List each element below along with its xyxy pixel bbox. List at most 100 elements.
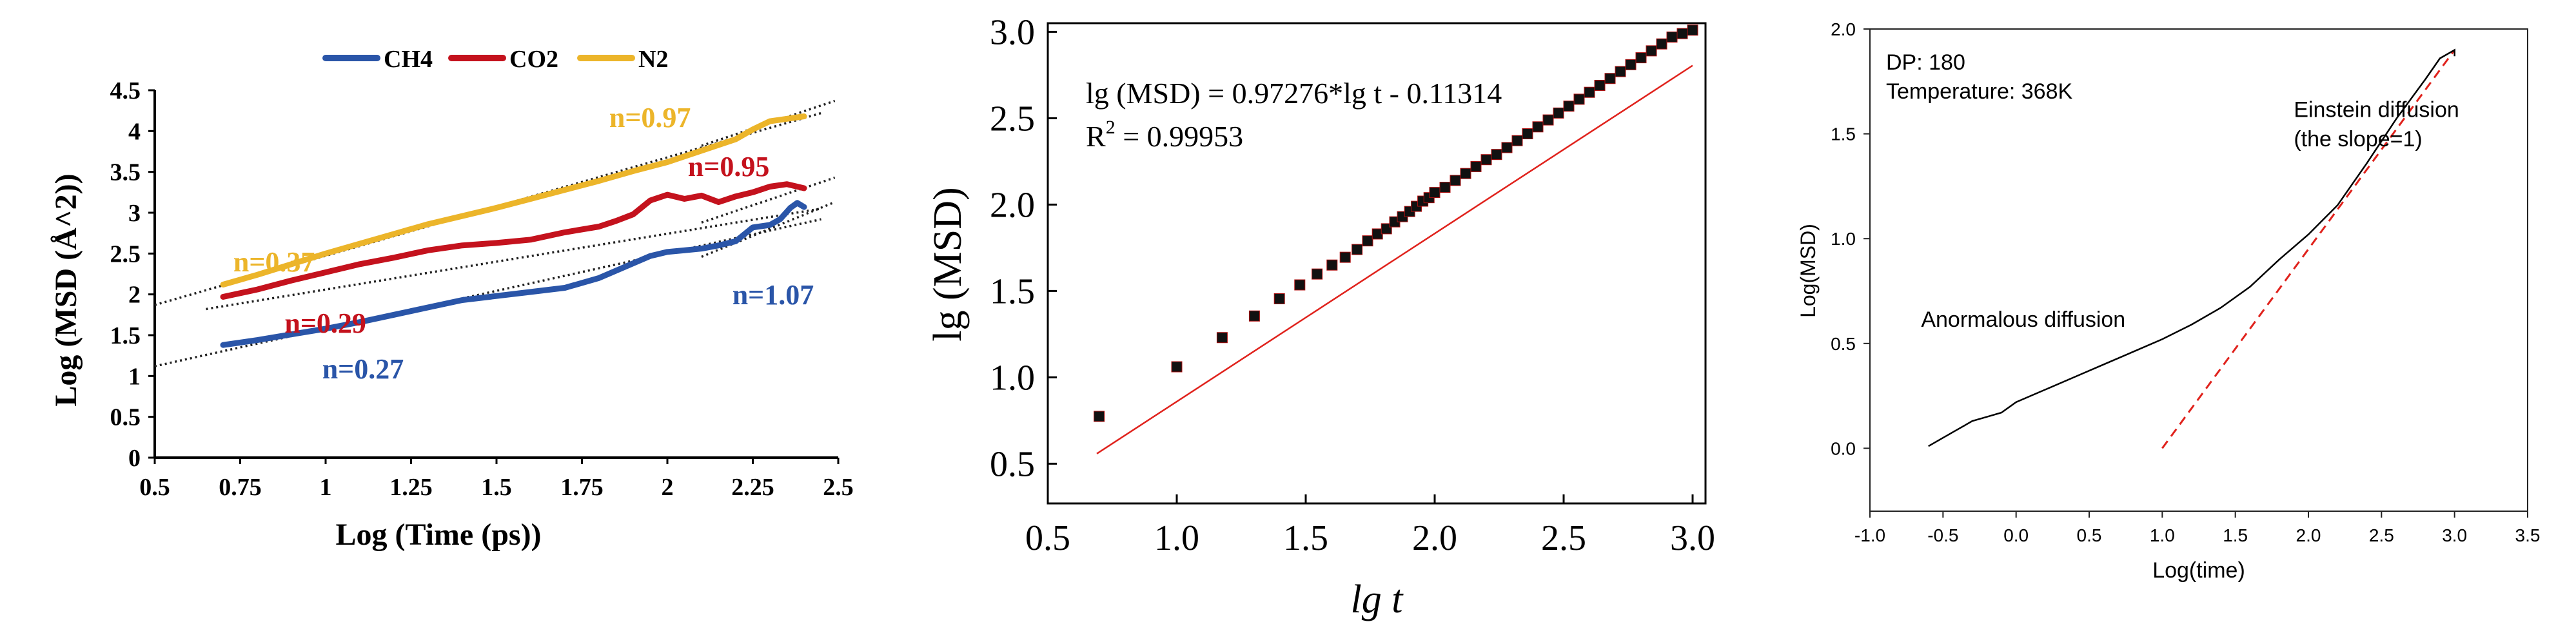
series-line-co2 xyxy=(220,181,807,300)
fit-line xyxy=(701,200,836,258)
legend: CH4 CO2 N2 xyxy=(322,46,668,73)
y-tick-label: 2 xyxy=(128,282,141,309)
data-point xyxy=(1326,259,1338,271)
series-line-ch4 xyxy=(220,200,807,348)
y-tick-label: 3 xyxy=(128,200,141,227)
data-point xyxy=(1656,38,1667,50)
x-tick-label: 1.0 xyxy=(2150,525,2175,545)
x-tick-label: 0.0 xyxy=(2003,525,2029,545)
data-point xyxy=(1273,293,1285,304)
y-tick-label: 1.5 xyxy=(990,271,1035,311)
data-point xyxy=(1522,128,1533,140)
y-tick-label: 1.5 xyxy=(110,322,141,349)
data-point xyxy=(1294,279,1306,291)
x-tick-label: 1.25 xyxy=(389,474,433,501)
annotation-label: n=0.37 xyxy=(233,246,315,278)
data-point xyxy=(1248,310,1260,322)
chart-panel-a: 00.511.522.533.544.5 0.5 0.75 1 1.25 1.5 1.75… xyxy=(49,46,854,552)
x-tick-label: 2.0 xyxy=(2296,525,2321,545)
x-tick-label: 2.0 xyxy=(1412,518,1457,558)
data-point xyxy=(1439,182,1451,193)
fit-line xyxy=(154,218,821,367)
x-tick-label: 1.75 xyxy=(560,474,604,501)
data-point xyxy=(1584,86,1595,98)
data-point xyxy=(1594,79,1606,91)
x-tick-label: 0.5 xyxy=(1025,518,1070,558)
y-tick-label: 2.0 xyxy=(1831,19,1856,39)
y-tick-label: 3.0 xyxy=(990,12,1035,52)
annotation-label: n=0.29 xyxy=(284,307,366,339)
chart-panel-c: -1.0 -0.5 0.0 0.5 1.0 1.5 2.0 2.5 3.0 3.5 0.0 0.5 1.… xyxy=(1796,19,2540,583)
x-axis-label: lg t xyxy=(1351,578,1404,621)
x-tick-label: 3.0 xyxy=(1670,518,1715,558)
y-tick-label: 2.5 xyxy=(110,240,141,268)
data-point xyxy=(1216,332,1228,344)
chart-panel-b: 0.5 1.0 1.5 2.0 2.5 3.0 0.5 1.0 1.5 2.0 2.5 3.0 lg … xyxy=(926,12,1715,621)
x-tick-label: 0.5 xyxy=(2077,525,2102,545)
data-point xyxy=(1666,31,1678,43)
info-dp: DP: 180 xyxy=(1886,50,1965,75)
data-point xyxy=(1312,268,1323,280)
y-tick-label: 2.5 xyxy=(990,99,1035,139)
data-point xyxy=(1511,135,1523,146)
x-tick-label: 1 xyxy=(320,474,332,501)
x-axis-label: Log(time) xyxy=(2152,558,2245,583)
x-tick-label: 2 xyxy=(662,474,674,501)
r-squared-label: R2 = 0.99953 xyxy=(1086,117,1243,153)
annotation-label: n=0.95 xyxy=(688,151,770,182)
y-tick-label: 3.5 xyxy=(110,159,141,186)
y-tick-label: 2.0 xyxy=(990,185,1035,225)
y-axis-label: lg (MSD) xyxy=(926,187,970,341)
data-point xyxy=(1339,251,1351,263)
x-tick-label: 0.5 xyxy=(139,474,170,501)
data-point xyxy=(1676,28,1688,39)
x-tick-label: 2.5 xyxy=(2369,525,2394,545)
y-axis-label: Log(MSD) xyxy=(1796,224,1820,318)
x-tick-label: 2.5 xyxy=(1541,518,1586,558)
x-tick-label: 1.0 xyxy=(1154,518,1199,558)
series-line-n2 xyxy=(220,113,807,287)
data-point xyxy=(1615,66,1626,77)
y-tick-label: 1.0 xyxy=(990,358,1035,398)
data-point xyxy=(1646,45,1657,57)
legend-label: N2 xyxy=(638,46,668,73)
x-tick-label: 0.75 xyxy=(219,474,262,501)
annotations: n=0.97 n=0.37 n=0.95 n=0.29 n=1.07 n=0.27 xyxy=(233,102,814,385)
fit-line xyxy=(206,207,821,311)
annotation-label: n=0.97 xyxy=(609,102,691,133)
y-tick-label: 4.5 xyxy=(110,77,141,104)
x-tick-label: 1.5 xyxy=(1283,518,1328,558)
msd-curve xyxy=(1928,48,2455,447)
data-point xyxy=(1563,101,1575,112)
data-point xyxy=(1171,361,1183,373)
y-tick-label: 0.5 xyxy=(990,444,1035,484)
y-tick-labels: 0 0.5 1 1.5 2 2.5 3 3.5 4 4.5 xyxy=(110,77,155,472)
annotation-label: (the slope=1) xyxy=(2294,127,2422,151)
slope-one-line xyxy=(2161,49,2455,449)
annotation-label: Anormalous diffusion xyxy=(1921,307,2125,332)
x-tick-labels: 0.5 0.75 1 1.25 1.5 1.75 2 2.25 2.5 xyxy=(139,458,854,501)
y-tick-label: 0.5 xyxy=(1831,334,1856,354)
y-tick-label: 0.0 xyxy=(1831,438,1856,458)
plot-frame xyxy=(1047,22,1707,505)
data-point xyxy=(1450,175,1461,186)
data-point xyxy=(1604,73,1616,84)
tick-labels: 0.5 1.0 1.5 2.0 2.5 3.0 0.5 1.0 1.5 2.0 2.5 3.0 xyxy=(990,12,1715,558)
data-point xyxy=(1635,52,1647,64)
x-axis-label: Log (Time (ps)) xyxy=(335,518,541,552)
tick-labels: -1.0 -0.5 0.0 0.5 1.0 1.5 2.0 2.5 3.0 3.5 0.0 0.5 1.… xyxy=(1831,19,2540,545)
data-point xyxy=(1573,93,1585,105)
y-tick-label: 0.5 xyxy=(110,404,141,431)
y-axis-label: Log (MSD (Å^2)) xyxy=(49,173,83,406)
data-point xyxy=(1381,223,1392,235)
x-tick-label: 2.25 xyxy=(731,474,774,501)
data-point xyxy=(1687,24,1698,36)
x-tick-label: 1.5 xyxy=(481,474,512,501)
data-point xyxy=(1553,107,1564,119)
data-point xyxy=(1625,59,1637,70)
x-tick-label: 2.5 xyxy=(823,474,854,501)
data-point xyxy=(1094,411,1105,422)
annotation-label: Einstein diffusion xyxy=(2294,98,2459,122)
data-point xyxy=(1429,187,1440,199)
